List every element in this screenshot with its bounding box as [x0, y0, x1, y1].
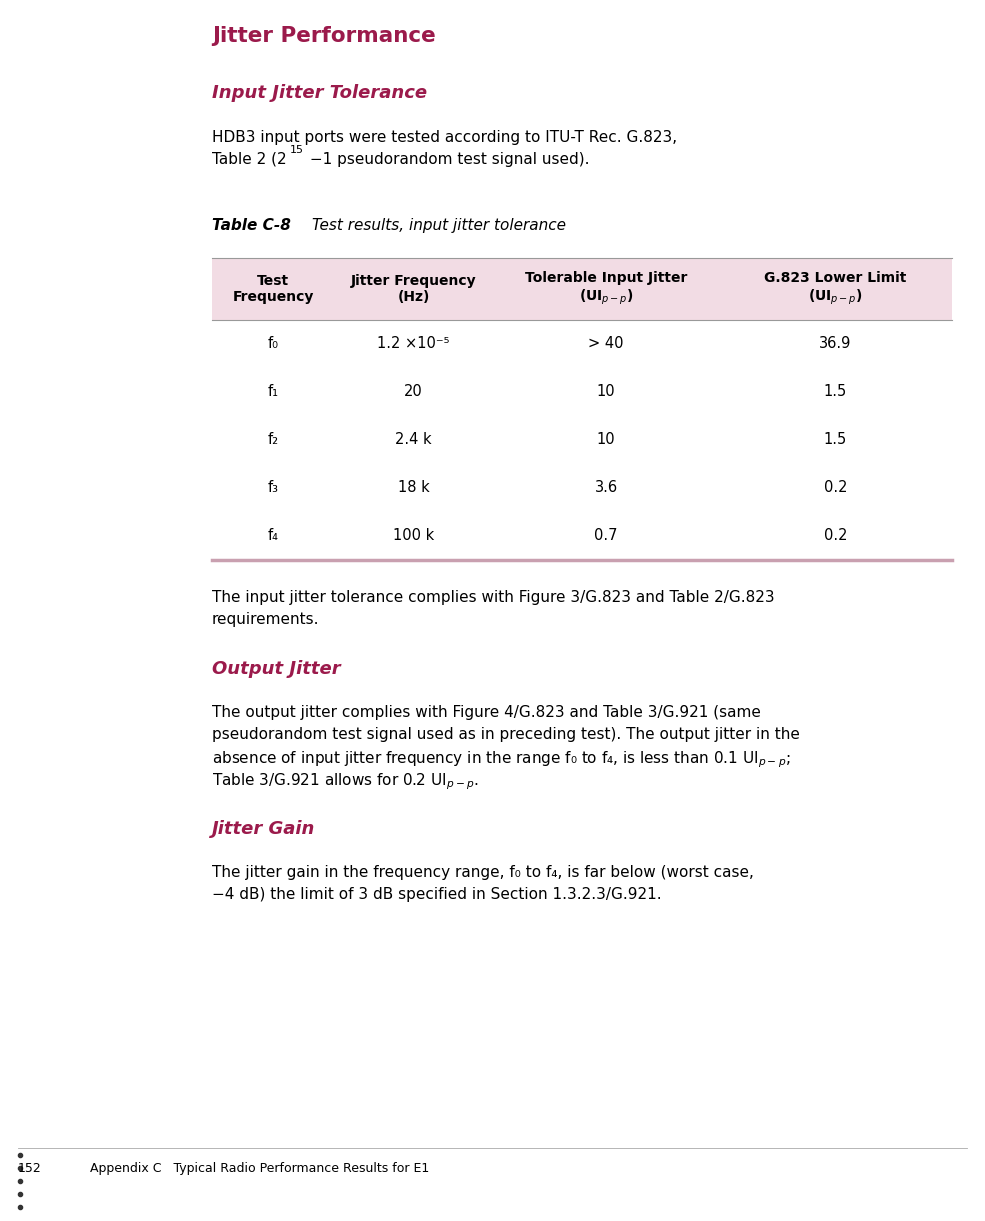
- Text: Table C-8: Table C-8: [212, 219, 291, 233]
- Text: The jitter gain in the frequency range, f₀ to f₄, is far below (worst case,: The jitter gain in the frequency range, …: [212, 864, 754, 880]
- Text: Input Jitter Tolerance: Input Jitter Tolerance: [212, 84, 427, 103]
- Text: −1 pseudorandom test signal used).: −1 pseudorandom test signal used).: [305, 151, 589, 167]
- Text: Test
Frequency: Test Frequency: [232, 274, 314, 304]
- Bar: [212, 258, 952, 320]
- Text: f₂: f₂: [268, 432, 279, 448]
- Text: 18 k: 18 k: [398, 481, 429, 496]
- Text: 1.5: 1.5: [823, 385, 847, 399]
- Text: absence of input jitter frequency in the range f₀ to f₄, is less than 0.1 UI$_{p: absence of input jitter frequency in the…: [212, 748, 791, 769]
- Text: Table 2 (2: Table 2 (2: [212, 151, 287, 167]
- Text: 1.2 ×10⁻⁵: 1.2 ×10⁻⁵: [377, 337, 450, 352]
- Text: 2.4 k: 2.4 k: [395, 432, 432, 448]
- Text: 36.9: 36.9: [820, 337, 852, 352]
- Text: requirements.: requirements.: [212, 612, 319, 628]
- Text: 10: 10: [597, 432, 616, 448]
- Text: 10: 10: [597, 385, 616, 399]
- Text: Appendix C   Typical Radio Performance Results for E1: Appendix C Typical Radio Performance Res…: [90, 1162, 429, 1175]
- Text: Tolerable Input Jitter
(UI$_{p-p}$): Tolerable Input Jitter (UI$_{p-p}$): [525, 271, 688, 306]
- Text: The output jitter complies with Figure 4/G.823 and Table 3/G.921 (same: The output jitter complies with Figure 4…: [212, 705, 760, 720]
- Text: The input jitter tolerance complies with Figure 3/G.823 and Table 2/G.823: The input jitter tolerance complies with…: [212, 590, 774, 604]
- Text: 1.5: 1.5: [823, 432, 847, 448]
- Text: f₀: f₀: [268, 337, 279, 352]
- Text: Jitter Gain: Jitter Gain: [212, 821, 315, 838]
- Text: Jitter Frequency
(Hz): Jitter Frequency (Hz): [351, 274, 477, 304]
- Text: Jitter Performance: Jitter Performance: [212, 26, 435, 46]
- Text: Table 3/G.921 allows for 0.2 UI$_{p-p}$.: Table 3/G.921 allows for 0.2 UI$_{p-p}$.: [212, 770, 479, 791]
- Text: 0.7: 0.7: [594, 529, 618, 543]
- Text: HDB3 input ports were tested according to ITU-T Rec. G.823,: HDB3 input ports were tested according t…: [212, 129, 677, 145]
- Text: Test results, input jitter tolerance: Test results, input jitter tolerance: [312, 219, 566, 233]
- Text: 0.2: 0.2: [823, 481, 847, 496]
- Text: 100 k: 100 k: [393, 529, 434, 543]
- Text: 15: 15: [290, 145, 304, 155]
- Text: f₁: f₁: [268, 385, 279, 399]
- Text: 0.2: 0.2: [823, 529, 847, 543]
- Text: 152: 152: [18, 1162, 41, 1175]
- Text: f₃: f₃: [268, 481, 279, 496]
- Text: f₄: f₄: [268, 529, 279, 543]
- Text: 20: 20: [404, 385, 423, 399]
- Text: 3.6: 3.6: [595, 481, 618, 496]
- Text: Output Jitter: Output Jitter: [212, 661, 341, 678]
- Text: pseudorandom test signal used as in preceding test). The output jitter in the: pseudorandom test signal used as in prec…: [212, 726, 800, 742]
- Text: > 40: > 40: [588, 337, 624, 352]
- Text: −4 dB) the limit of 3 dB specified in Section 1.3.2.3/G.921.: −4 dB) the limit of 3 dB specified in Se…: [212, 886, 662, 902]
- Text: G.823 Lower Limit
(UI$_{p-p}$): G.823 Lower Limit (UI$_{p-p}$): [764, 271, 906, 306]
